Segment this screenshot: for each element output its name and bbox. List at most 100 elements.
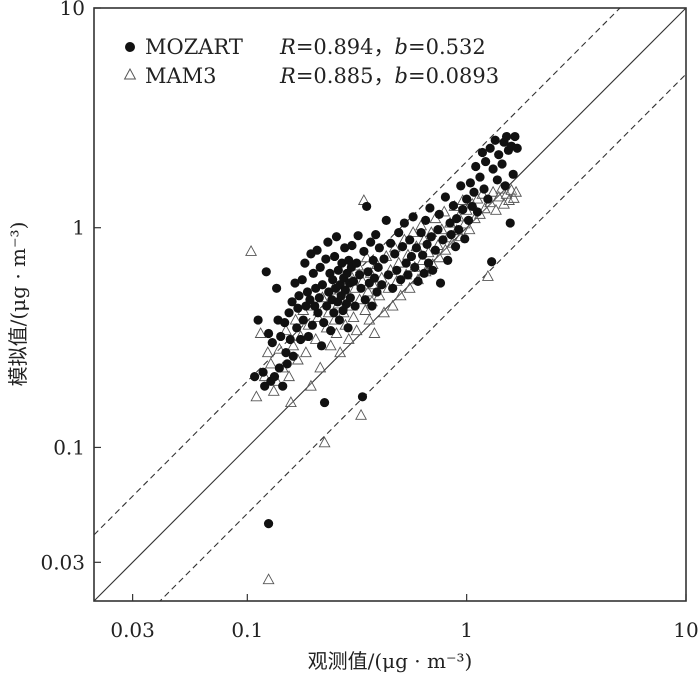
mozart-point [363,267,373,277]
mozart-point [463,215,474,225]
mozart-point [326,326,336,336]
mozart-point [303,331,314,342]
mozart-point [372,287,382,297]
mozart-point [433,225,443,235]
y-tick-label: 0.1 [53,435,85,459]
mozart-point [357,392,368,402]
mozart-point [302,287,313,297]
mozart-point [385,238,396,248]
mozart-point [373,262,383,272]
y-tick-label: 0.03 [40,550,85,574]
mozart-point [369,273,380,283]
mozart-point [287,297,297,307]
legend-b-value-mozart: =0.532 [408,35,486,59]
mozart-point [319,397,330,408]
mozart-point [322,301,332,311]
mozart-point [494,150,504,160]
legend-entry-mozart: MOZART R=0.894，b=0.532 [125,35,486,59]
mozart-point [410,262,420,272]
mam3-point [478,202,491,214]
mam3-point [264,357,277,369]
mozart-point [421,215,431,225]
y-axis-title: 模拟值/(μg · m⁻³) [6,222,30,387]
mozart-point [485,143,495,153]
mozart-point [405,235,415,245]
mozart-point [408,212,418,222]
mam3-point [304,379,317,391]
mozart-point [274,363,284,373]
x-tick-label: 10 [673,618,698,642]
legend-entry-mam3: MAM3 R=0.885，b=0.0893 [123,64,499,88]
mozart-point [294,291,304,301]
mozart-point [356,283,366,293]
mozart-point [510,131,520,142]
mozart-point [359,246,369,257]
mozart-point [272,283,282,293]
mozart-point [419,268,429,278]
mozart-point [360,295,370,305]
mozart-point [276,331,286,342]
mozart-point [483,194,493,204]
mozart-point [446,230,456,240]
y-tick-label: 1 [72,216,85,240]
legend-marker-mam3 [123,67,137,80]
mam3-point [287,339,300,351]
x-tick-label: 1 [460,618,473,642]
mozart-point [426,232,436,242]
mam3-point [254,327,267,338]
mozart-point [374,243,384,253]
mozart-point [288,351,298,361]
mozart-point [399,218,409,228]
mam3-point [489,203,502,215]
mozart-point [430,245,440,255]
mozart-point [401,258,411,268]
mozart-point [324,287,334,297]
mozart-point [462,194,472,204]
data-points [245,131,523,585]
mam3-point [433,251,446,263]
mozart-point [435,278,446,288]
mam3-point [487,185,500,197]
mozart-point [448,201,458,211]
mozart-point [469,187,479,197]
mozart-point [267,337,277,348]
mam3-point [324,339,337,351]
mozart-point [440,192,451,202]
mozart-point [263,328,274,339]
mozart-point [362,201,372,212]
plot-frame [93,7,687,602]
mozart-point [354,270,365,280]
mozart-point [396,275,406,285]
legend-r-value-mam3: =0.885， [296,64,395,88]
legend-marker-mozart [125,42,135,52]
mozart-point [434,209,444,219]
mozart-point [280,317,290,328]
mozart-point [445,218,455,228]
mozart-point [340,243,350,253]
mozart-point [328,275,338,285]
mozart-point [371,230,381,240]
mozart-point [458,204,468,215]
mozart-point [471,161,481,172]
legend-r-label-mam3: R [279,64,296,88]
mozart-point [321,254,331,264]
mozart-point [381,215,391,225]
mozart-point [323,237,333,247]
mozart-point [505,218,515,228]
mozart-point [340,285,350,295]
reference-lines [94,8,686,601]
mozart-point [416,228,426,238]
mam3-point [267,384,280,396]
mozart-point [353,231,363,241]
mozart-point [300,258,310,268]
mozart-point [293,303,303,313]
y-tick-label: 10 [60,0,85,20]
mam3-point [262,573,275,585]
mozart-point [418,250,428,260]
mozart-point [278,381,288,391]
mozart-point [475,172,485,182]
mam3-point [334,346,347,358]
mozart-point [465,178,475,188]
mam3-point [284,396,297,408]
mozart-point [329,308,339,318]
